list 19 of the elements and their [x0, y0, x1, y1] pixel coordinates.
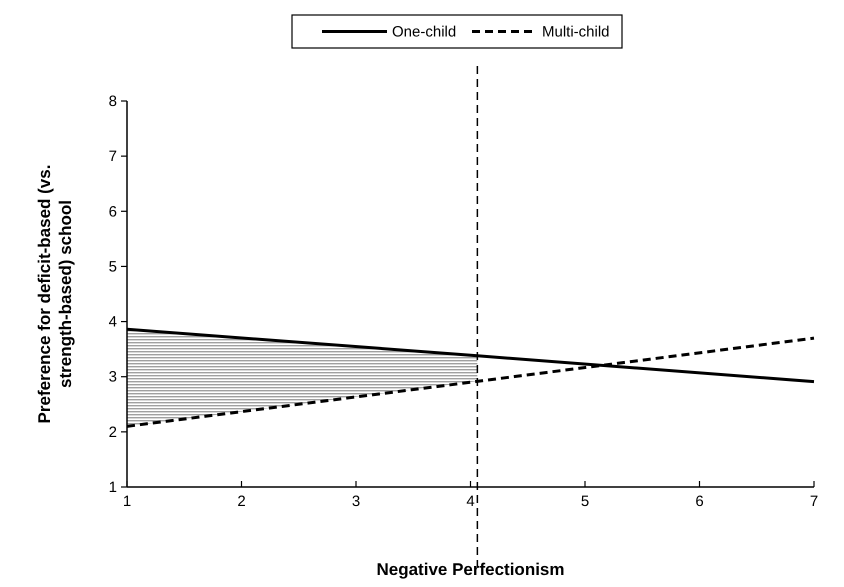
x-axis-title: Negative Perfectionism [376, 560, 565, 579]
y-tick-label: 6 [108, 203, 117, 220]
x-tick-label: 4 [466, 493, 475, 510]
x-tick-label: 7 [810, 493, 818, 510]
y-tick-label: 4 [108, 314, 117, 331]
y-tick-label: 3 [108, 368, 117, 386]
y-tick-label: 8 [108, 93, 117, 110]
x-tick-label: 2 [237, 493, 246, 510]
y-tick-label: 5 [108, 258, 117, 276]
y-tick-label: 2 [108, 424, 117, 441]
x-tick-label: 5 [580, 493, 590, 510]
y-axis-title: Preference for deficit-based (vs. strength-based) school [35, 164, 75, 424]
y-tick-label: 1 [108, 479, 117, 496]
x-tick-label: 3 [352, 493, 360, 510]
x-tick-label: 6 [695, 493, 704, 510]
legend-label: One-child [392, 24, 456, 40]
y-tick-label: 7 [108, 148, 117, 166]
x-tick-label: 1 [122, 493, 132, 510]
legend-label: Multi-child [542, 24, 610, 40]
